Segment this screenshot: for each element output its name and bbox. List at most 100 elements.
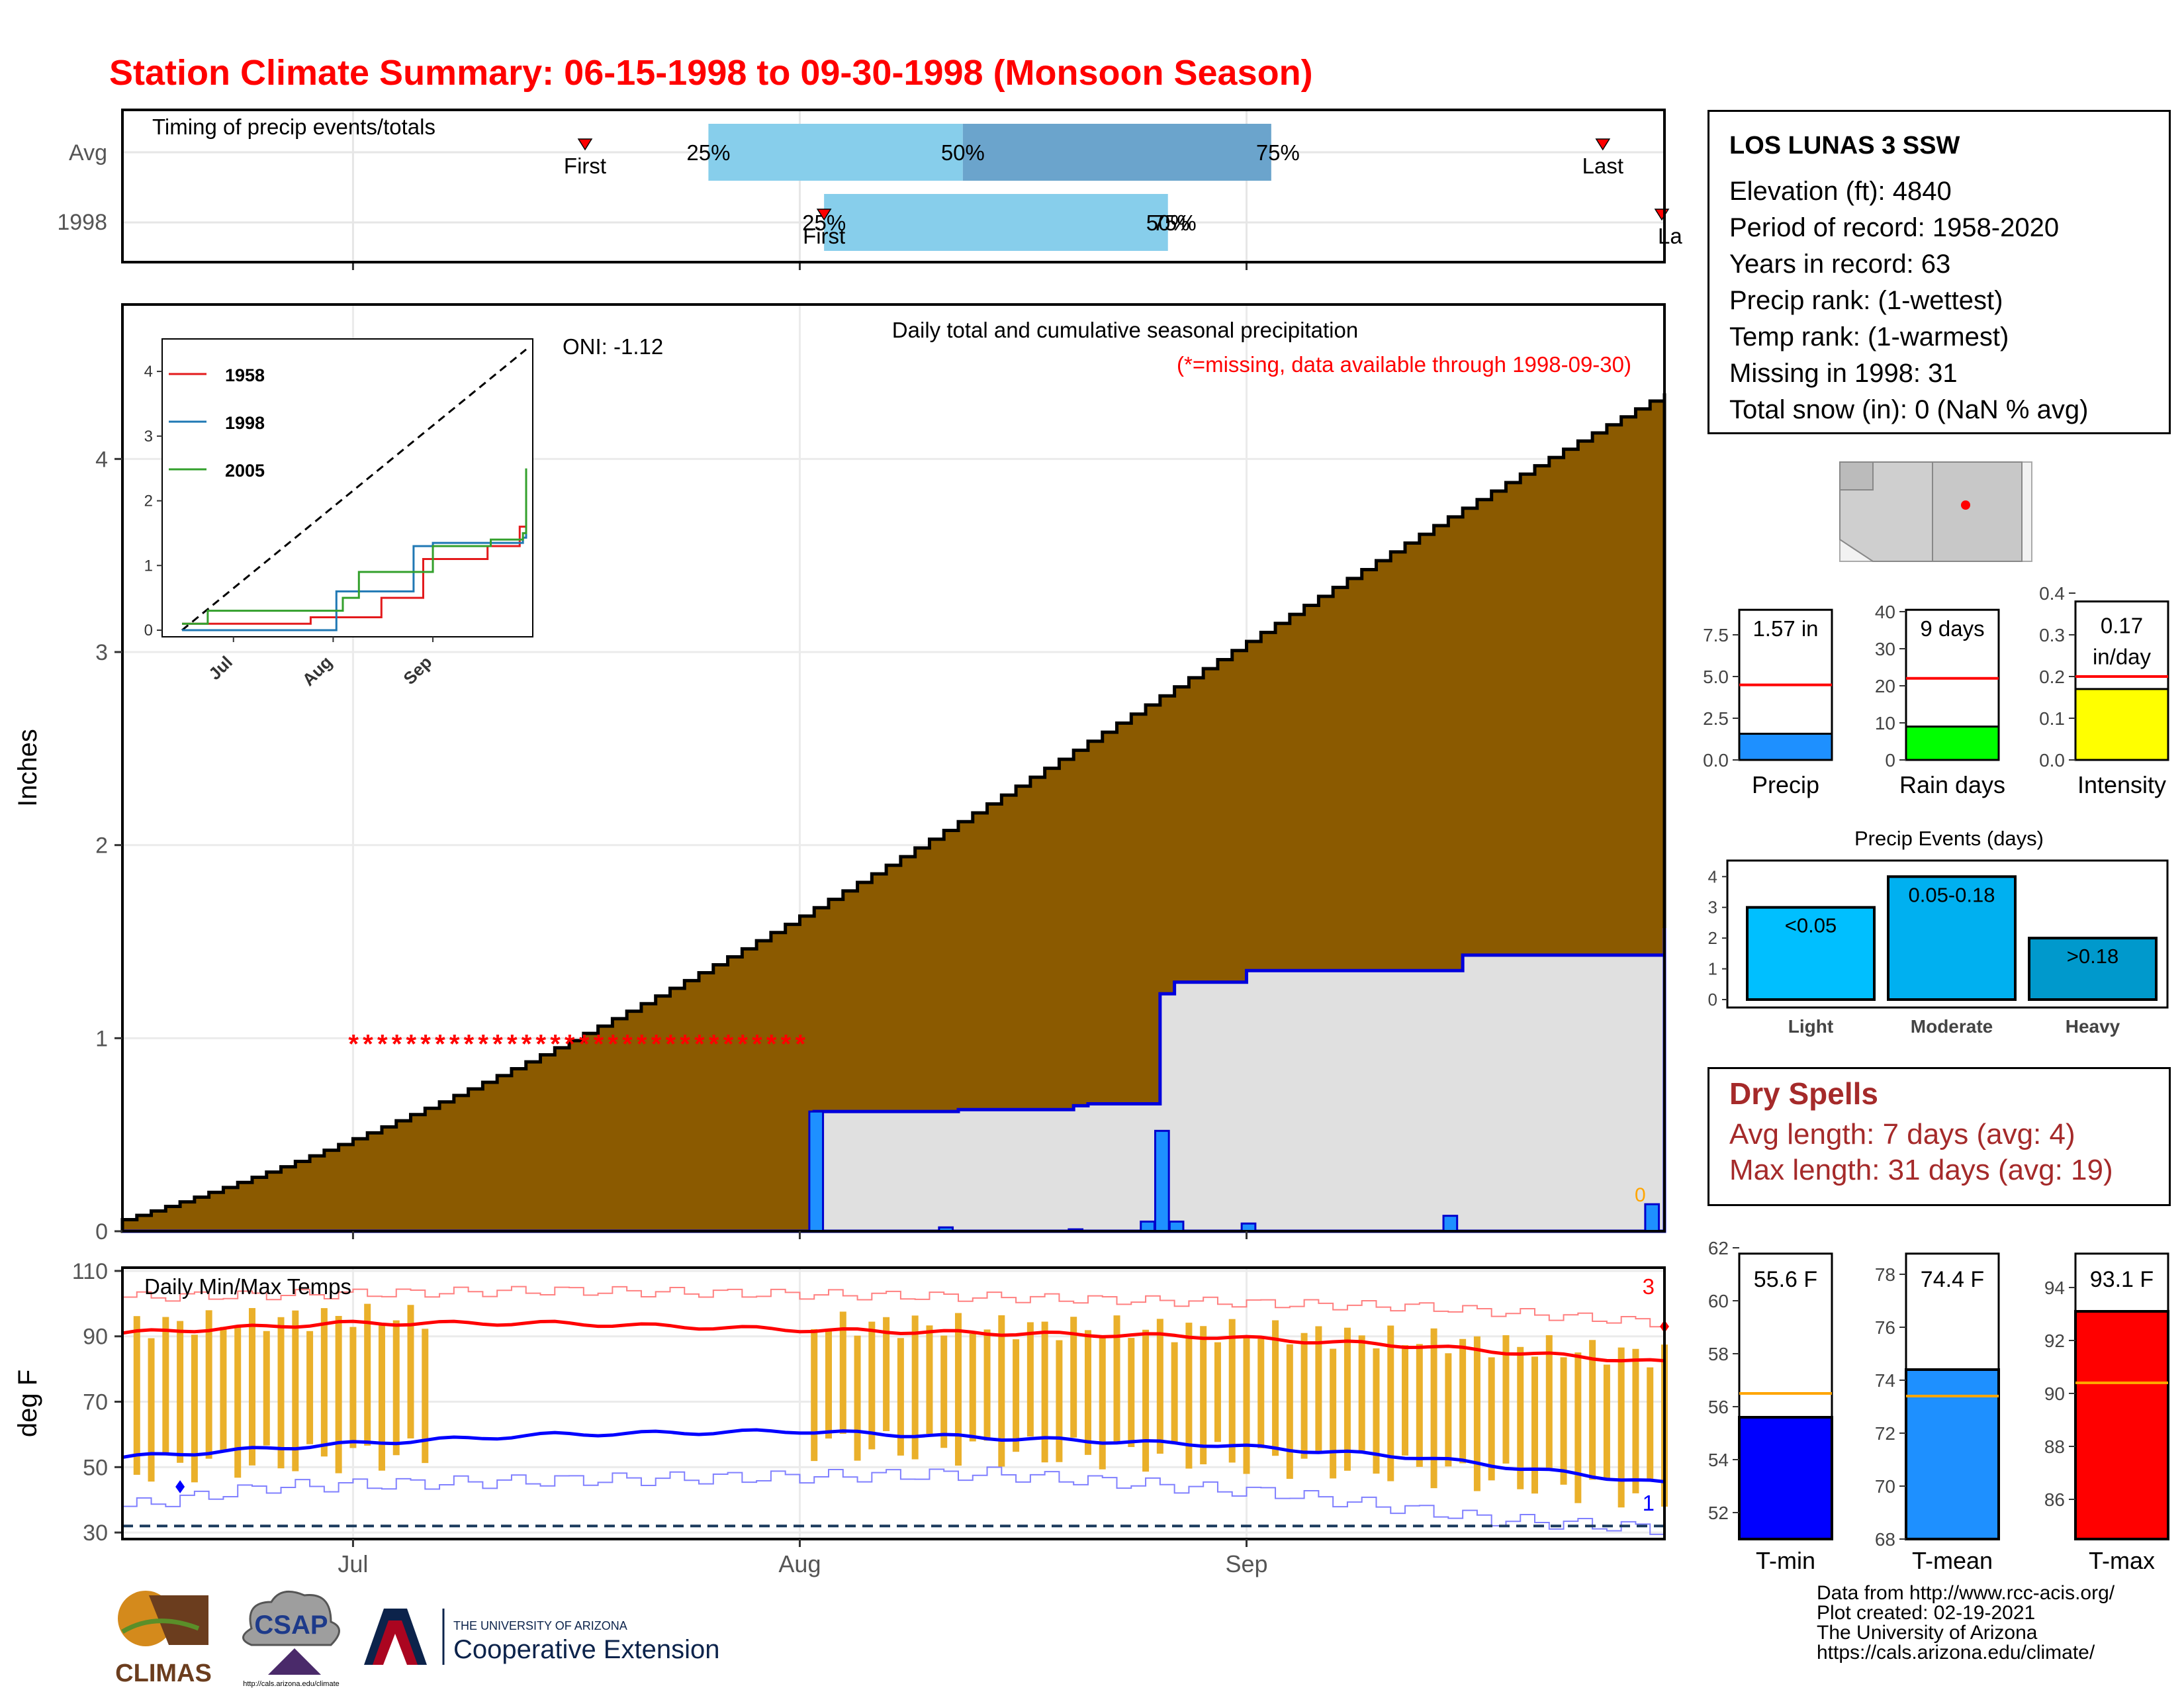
summary-y-tick-label: 0.3 (2039, 625, 2065, 645)
daily-temp-range-bar (277, 1317, 285, 1469)
temp-summary-bar-t-mean (1905, 1368, 2000, 1540)
precip-y-label: Inches (13, 729, 42, 807)
station-years: Years in record: 63 (1729, 250, 1951, 279)
daily-temp-range-bar (1330, 1348, 1337, 1479)
event-bar-moderate (1887, 875, 2017, 1002)
daily-temp-range-bar (320, 1308, 328, 1457)
temp-panel: 30 50 70 90 110 Daily Min/Max Temps 3 1 deg … (13, 1259, 1669, 1577)
daily-temp-range-bar (133, 1316, 140, 1475)
missing-day-marker: * (665, 1029, 676, 1058)
daily-temp-range-bar (148, 1338, 155, 1482)
temp-summary-y-tick-label: 56 (1708, 1397, 1729, 1417)
timing-p50-label: 50% (941, 140, 985, 165)
daily-temp-range-bar (1517, 1346, 1524, 1489)
state-map (1839, 461, 2032, 562)
inset-avg-line (181, 348, 527, 632)
x-axis-tick-label: Jul (338, 1550, 368, 1577)
last-event-label: Last (1582, 154, 1623, 178)
dry-spells-avg: Avg length: 7 days (avg: 4) (1729, 1118, 2075, 1150)
daily-precip-bar (1168, 1220, 1185, 1233)
daily-temp-range-bar (292, 1310, 299, 1472)
missing-day-marker: * (348, 1029, 359, 1058)
temp-summary-y-tick-label: 72 (1875, 1423, 1895, 1444)
svg-text:CLIMAS: CLIMAS (115, 1660, 212, 1687)
summary-y-tick-label: 7.5 (1703, 625, 1729, 645)
missing-day-marker: * (709, 1029, 719, 1058)
daily-temp-range-bar (1502, 1335, 1510, 1464)
daily-temp-range-bar (1387, 1325, 1394, 1481)
station-snow: Total snow (in): 0 (NaN % avg) (1729, 395, 2089, 424)
station-info-box: LOS LUNAS 3 SSW Elevation (ft): 4840 Per… (1707, 110, 2171, 434)
daily-temp-range-bar (854, 1335, 861, 1461)
temp-summary-y-tick-label: 88 (2044, 1436, 2065, 1457)
summary-y-tick-label: 30 (1875, 639, 1895, 659)
missing-day-marker: * (435, 1029, 445, 1058)
timing-bar-lower (708, 124, 963, 181)
daily-temp-range-bar (1013, 1339, 1020, 1452)
summary-y-tick-label: 5.0 (1703, 667, 1729, 687)
event-y-tick-label: 4 (1708, 867, 1717, 886)
timing-p75-label: 75% (1153, 211, 1197, 235)
daily-temp-range-bar (1128, 1338, 1135, 1447)
summary-label: Intensity (2077, 771, 2166, 798)
legend-1958: 1958 (225, 365, 265, 385)
summary-bar-intensity (2074, 688, 2169, 761)
daily-temp-range-bar (349, 1327, 357, 1448)
daily-temp-range-bar (883, 1317, 890, 1431)
temp-summary-y-tick-label: 78 (1875, 1264, 1895, 1285)
summary-y-tick-label: 2.5 (1703, 708, 1729, 729)
last-event-marker (1595, 138, 1611, 151)
temp-summary-y-tick-label: 68 (1875, 1529, 1895, 1550)
daily-temp-range-bar (306, 1331, 314, 1444)
station-precip-rank: Precip rank: (1-wettest) (1729, 286, 2003, 315)
timing-row-year: 1998 (57, 210, 107, 235)
station-location-marker (1961, 500, 1970, 510)
daily-temp-range-bar (1531, 1356, 1539, 1494)
summary-bar-precip (1738, 732, 1833, 761)
daily-temp-range-bar (205, 1310, 212, 1459)
temp-summary-y-tick-label: 86 (2044, 1489, 2065, 1510)
precip-panel-title: Daily total and cumulative seasonal prec… (892, 318, 1358, 342)
temp-summary-y-tick-label: 54 (1708, 1450, 1729, 1470)
svg-text:THE UNIVERSITY OF ARIZONA: THE UNIVERSITY OF ARIZONA (453, 1619, 627, 1632)
daily-precip-bar (1154, 1129, 1170, 1233)
temp-summary-value-label: 74.4 F (1921, 1267, 1984, 1292)
station-elevation: Elevation (ft): 4840 (1729, 177, 1952, 206)
temp-summary-y-tick-label: 60 (1708, 1291, 1729, 1311)
missing-day-marker: * (608, 1029, 618, 1058)
daily-temp-range-bar (1214, 1342, 1221, 1442)
missing-day-marker: * (766, 1029, 777, 1058)
summary-y-tick-label: 0.0 (2039, 750, 2065, 771)
timing-bar-lower (824, 194, 1168, 251)
precip-y-tick-label: 0 (95, 1219, 108, 1244)
temp-summary-bar-t-min (1738, 1416, 1833, 1540)
dry-spells-box: Dry Spells Avg length: 7 days (avg: 4) M… (1707, 1067, 2171, 1206)
daily-temp-range-bar (1113, 1315, 1120, 1444)
daily-precip-bar (1442, 1215, 1459, 1233)
record-low-marker (175, 1480, 185, 1493)
daily-temp-range-bar (1373, 1348, 1380, 1474)
summary-bar-rain-days (1905, 726, 2000, 761)
station-period: Period of record: 1958-2020 (1729, 213, 2060, 242)
precip-panel-subtitle: (*=missing, data available through 1998-… (1177, 352, 1631, 377)
timing-label: Timing of precip events/totals (152, 115, 435, 139)
daily-temp-range-bar (1473, 1336, 1480, 1491)
precip-y-tick-label: 2 (95, 833, 108, 859)
missing-day-marker: * (464, 1029, 475, 1058)
daily-temp-range-bar (1574, 1352, 1582, 1503)
summary-label: Precip (1752, 771, 1819, 798)
daily-temp-range-bar (1142, 1329, 1150, 1472)
missing-day-marker: * (565, 1029, 575, 1058)
daily-temp-range-bar (191, 1335, 198, 1483)
inset-y-tick-label: 1 (144, 557, 153, 575)
temp-summary-y-tick-label: 70 (1875, 1476, 1895, 1497)
daily-temp-range-bar (1603, 1364, 1610, 1481)
oni-label: ONI: -1.12 (563, 334, 663, 359)
missing-day-marker: * (420, 1029, 431, 1058)
daily-temp-range-bar (868, 1321, 876, 1450)
daily-temp-range-bar (1070, 1317, 1077, 1438)
daily-temp-range-bar (983, 1329, 991, 1441)
events-title: Precip Events (days) (1854, 827, 2044, 850)
summary-y-tick-label: 0.4 (2039, 583, 2065, 604)
